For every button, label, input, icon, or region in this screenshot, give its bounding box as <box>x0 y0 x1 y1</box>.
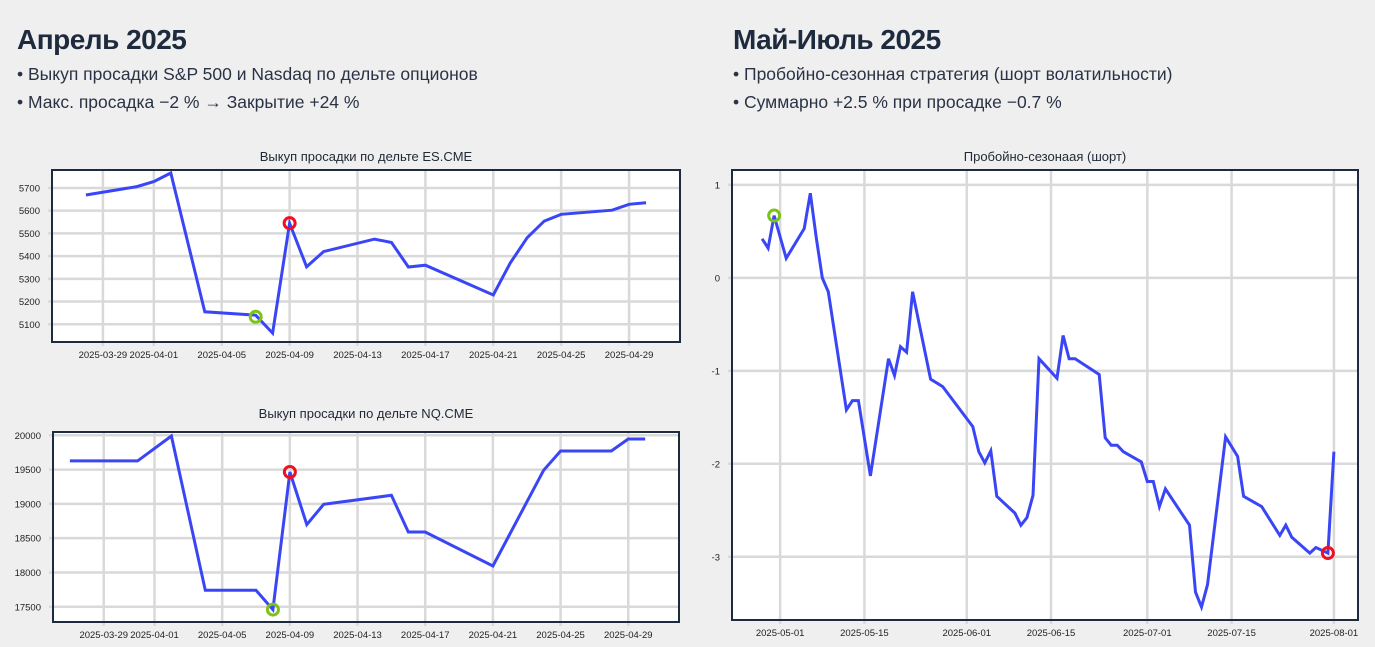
entry-marker <box>265 602 280 617</box>
right-bullet-2: • Суммарно +2.5 % при просадке −0.7 % <box>733 92 1062 112</box>
y-tick-label: 19000 <box>15 499 41 510</box>
chart-breakout: Пробойно-сезонаая (шорт) 2025-05-01 2025-0… <box>712 149 1359 639</box>
x-tick-label: 2025-04-29 <box>604 630 653 641</box>
y-tick-label: -1 <box>712 366 720 377</box>
x-tick-label: 2025-04-17 <box>401 630 450 641</box>
x-tick-label: 2025-04-17 <box>401 350 450 361</box>
left-panel-title: Апрель 2025 <box>17 24 187 55</box>
entry-marker <box>767 208 782 223</box>
x-tick-label: 2025-06-01 <box>942 628 991 639</box>
x-tick-label: 2025-07-01 <box>1123 628 1172 639</box>
series-line <box>85 170 647 337</box>
x-tick-label: 2025-04-09 <box>265 350 314 361</box>
x-tick-label: 2025-04-13 <box>333 350 382 361</box>
x-tick-label: 2025-04-09 <box>266 630 315 641</box>
y-tick-label: 18500 <box>15 534 41 545</box>
series-line <box>69 433 646 614</box>
y-tick-label: -3 <box>712 552 720 563</box>
y-tick-label: 1 <box>715 180 720 191</box>
plot-frame <box>51 169 681 343</box>
x-tick-label: 2025-04-25 <box>537 350 586 361</box>
x-tick-label: 2025-04-01 <box>130 350 179 361</box>
entry-marker <box>248 309 263 324</box>
right-panel-title: Май-Июль 2025 <box>733 24 941 55</box>
y-tick-label: 19500 <box>15 465 41 476</box>
left-bullet-2: • Макс. просадка −2 % → Закрытие +24 % <box>17 92 360 112</box>
x-tick-label: 2025-04-21 <box>469 350 518 361</box>
y-tick-label: 5500 <box>19 229 40 240</box>
x-tick-label: 2025-04-13 <box>333 630 382 641</box>
x-tick-label: 2025-05-01 <box>756 628 805 639</box>
y-tick-label: 5200 <box>19 297 40 308</box>
plot-area <box>53 432 679 622</box>
y-tick-label: 18000 <box>15 568 41 579</box>
x-tick-label: 2025-04-01 <box>130 630 179 641</box>
x-tick-label: 2025-06-15 <box>1027 628 1076 639</box>
y-tick-label: 17500 <box>15 602 41 613</box>
x-tick-label: 2025-04-05 <box>197 350 246 361</box>
series-line <box>760 192 1336 612</box>
x-tick-label: 2025-04-05 <box>198 630 247 641</box>
right-bullet-1: • Пробойно-сезонная стратегия (шорт вола… <box>733 64 1173 84</box>
x-tick-label: 2025-07-15 <box>1207 628 1256 639</box>
x-tick-label: 2025-03-29 <box>79 630 128 641</box>
y-tick-label: 5600 <box>19 206 40 217</box>
chart-es: Выкуп просадки по дельте ES.CME 2025-03-2… <box>19 149 681 361</box>
exit-marker <box>282 464 297 479</box>
left-bullet-1: • Выкуп просадки S&P 500 и Nasdaq по дел… <box>17 64 478 84</box>
exit-marker <box>282 216 297 231</box>
y-tick-label: 20000 <box>15 431 41 442</box>
plot-frame <box>52 431 680 623</box>
x-tick-label: 2025-04-21 <box>469 630 518 641</box>
x-tick-label: 2025-03-29 <box>79 350 128 361</box>
plot-frame <box>731 169 1359 621</box>
chart-title: Выкуп просадки по дельте NQ.CME <box>259 406 474 421</box>
y-tick-label: 5400 <box>19 252 40 263</box>
chart-title: Выкуп просадки по дельте ES.CME <box>260 149 473 164</box>
x-tick-label: 2025-05-15 <box>840 628 889 639</box>
y-tick-label: 0 <box>715 273 720 284</box>
chart-title: Пробойно-сезонаая (шорт) <box>964 149 1126 164</box>
x-tick-label: 2025-08-01 <box>1310 628 1359 639</box>
x-tick-label: 2025-04-29 <box>605 350 654 361</box>
plot-area <box>732 170 1358 620</box>
exit-marker <box>1320 546 1335 561</box>
y-tick-label: -2 <box>712 459 720 470</box>
y-tick-label: 5100 <box>19 320 40 331</box>
x-tick-label: 2025-04-25 <box>536 630 585 641</box>
y-tick-label: 5700 <box>19 183 40 194</box>
y-tick-label: 5300 <box>19 274 40 285</box>
chart-nq: Выкуп просадки по дельте NQ.CME 2025-03-2… <box>15 406 680 641</box>
